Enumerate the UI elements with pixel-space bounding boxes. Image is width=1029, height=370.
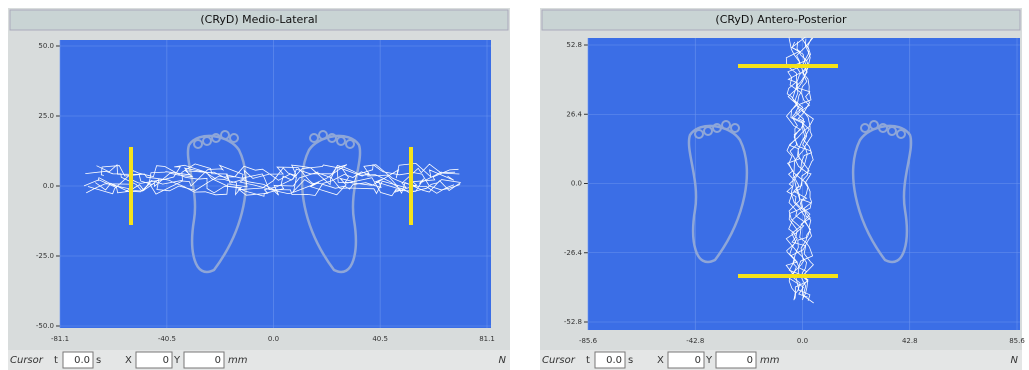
y-tick-label: -25.0 bbox=[36, 252, 54, 260]
y-tick-label: 25.0 bbox=[38, 112, 54, 120]
cursor-x: 0 bbox=[695, 355, 701, 366]
x-tick-label: -85.6 bbox=[579, 337, 598, 345]
x-tick-label: -40.5 bbox=[158, 335, 176, 343]
screen: (CRyD) Medio-Lateral 50.0 25.0 0.0 -25.0 -50.… bbox=[0, 0, 1029, 370]
cursor-y-label: Y bbox=[173, 355, 181, 366]
cursor-t-unit: s bbox=[628, 355, 633, 366]
cursor-x-label: X bbox=[125, 355, 132, 366]
cursor-unit: mm bbox=[760, 355, 780, 366]
x-tick-label: 0.0 bbox=[268, 335, 279, 343]
cursor-t-label: t bbox=[54, 355, 58, 366]
cursor-corner: N bbox=[499, 355, 507, 366]
cursor-y: 0 bbox=[215, 355, 221, 366]
y-tick-label: -50.0 bbox=[36, 322, 54, 330]
cursor-t-unit: s bbox=[96, 355, 101, 366]
x-tick-label: 85.6 bbox=[1009, 337, 1025, 345]
limit-bar bbox=[738, 64, 838, 68]
cursor-label: Cursor bbox=[542, 355, 576, 366]
y-tick-label: 26.4 bbox=[566, 110, 582, 118]
limit-bar bbox=[409, 147, 413, 225]
panel-title: (CRyD) Antero-Posterior bbox=[715, 13, 847, 26]
y-tick-label: -52.8 bbox=[564, 318, 582, 326]
cursor-t-label: t bbox=[586, 355, 590, 366]
y-tick-label: 0.0 bbox=[43, 182, 54, 190]
x-tick-label: 0.0 bbox=[797, 337, 808, 345]
cursor-t: 0.0 bbox=[606, 355, 622, 366]
cursor-y-label: Y bbox=[705, 355, 713, 366]
x-tick-label: 81.1 bbox=[479, 335, 495, 343]
limit-bar bbox=[738, 274, 838, 278]
cursor-x-label: X bbox=[657, 355, 664, 366]
cursor-label: Cursor bbox=[10, 355, 44, 366]
y-tick-label: 50.0 bbox=[38, 42, 54, 50]
y-tick-label: 52.8 bbox=[566, 41, 582, 49]
limit-bar bbox=[129, 147, 133, 225]
y-tick-label: 0.0 bbox=[571, 180, 582, 188]
x-tick-label: 40.5 bbox=[372, 335, 388, 343]
y-tick-label: -26.4 bbox=[564, 249, 583, 257]
x-tick-label: 42.8 bbox=[902, 337, 918, 345]
cursor-unit: mm bbox=[228, 355, 248, 366]
x-tick-label: -42.8 bbox=[686, 337, 704, 345]
panel-title: (CRyD) Medio-Lateral bbox=[200, 13, 317, 26]
cursor-y: 0 bbox=[747, 355, 753, 366]
plot-area bbox=[588, 38, 1020, 330]
cursor-t: 0.0 bbox=[74, 355, 90, 366]
cursor-x: 0 bbox=[163, 355, 169, 366]
cursor-corner: N bbox=[1011, 355, 1019, 366]
x-tick-label: -81.1 bbox=[51, 335, 69, 343]
